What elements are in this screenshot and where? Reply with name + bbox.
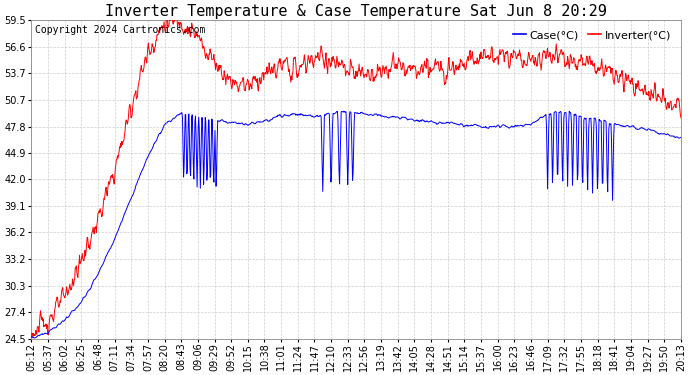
Text: Copyright 2024 Cartronics.com: Copyright 2024 Cartronics.com [34,25,205,35]
Title: Inverter Temperature & Case Temperature Sat Jun 8 20:29: Inverter Temperature & Case Temperature … [105,4,607,19]
Legend: Case(°C), Inverter(°C): Case(°C), Inverter(°C) [509,26,676,45]
